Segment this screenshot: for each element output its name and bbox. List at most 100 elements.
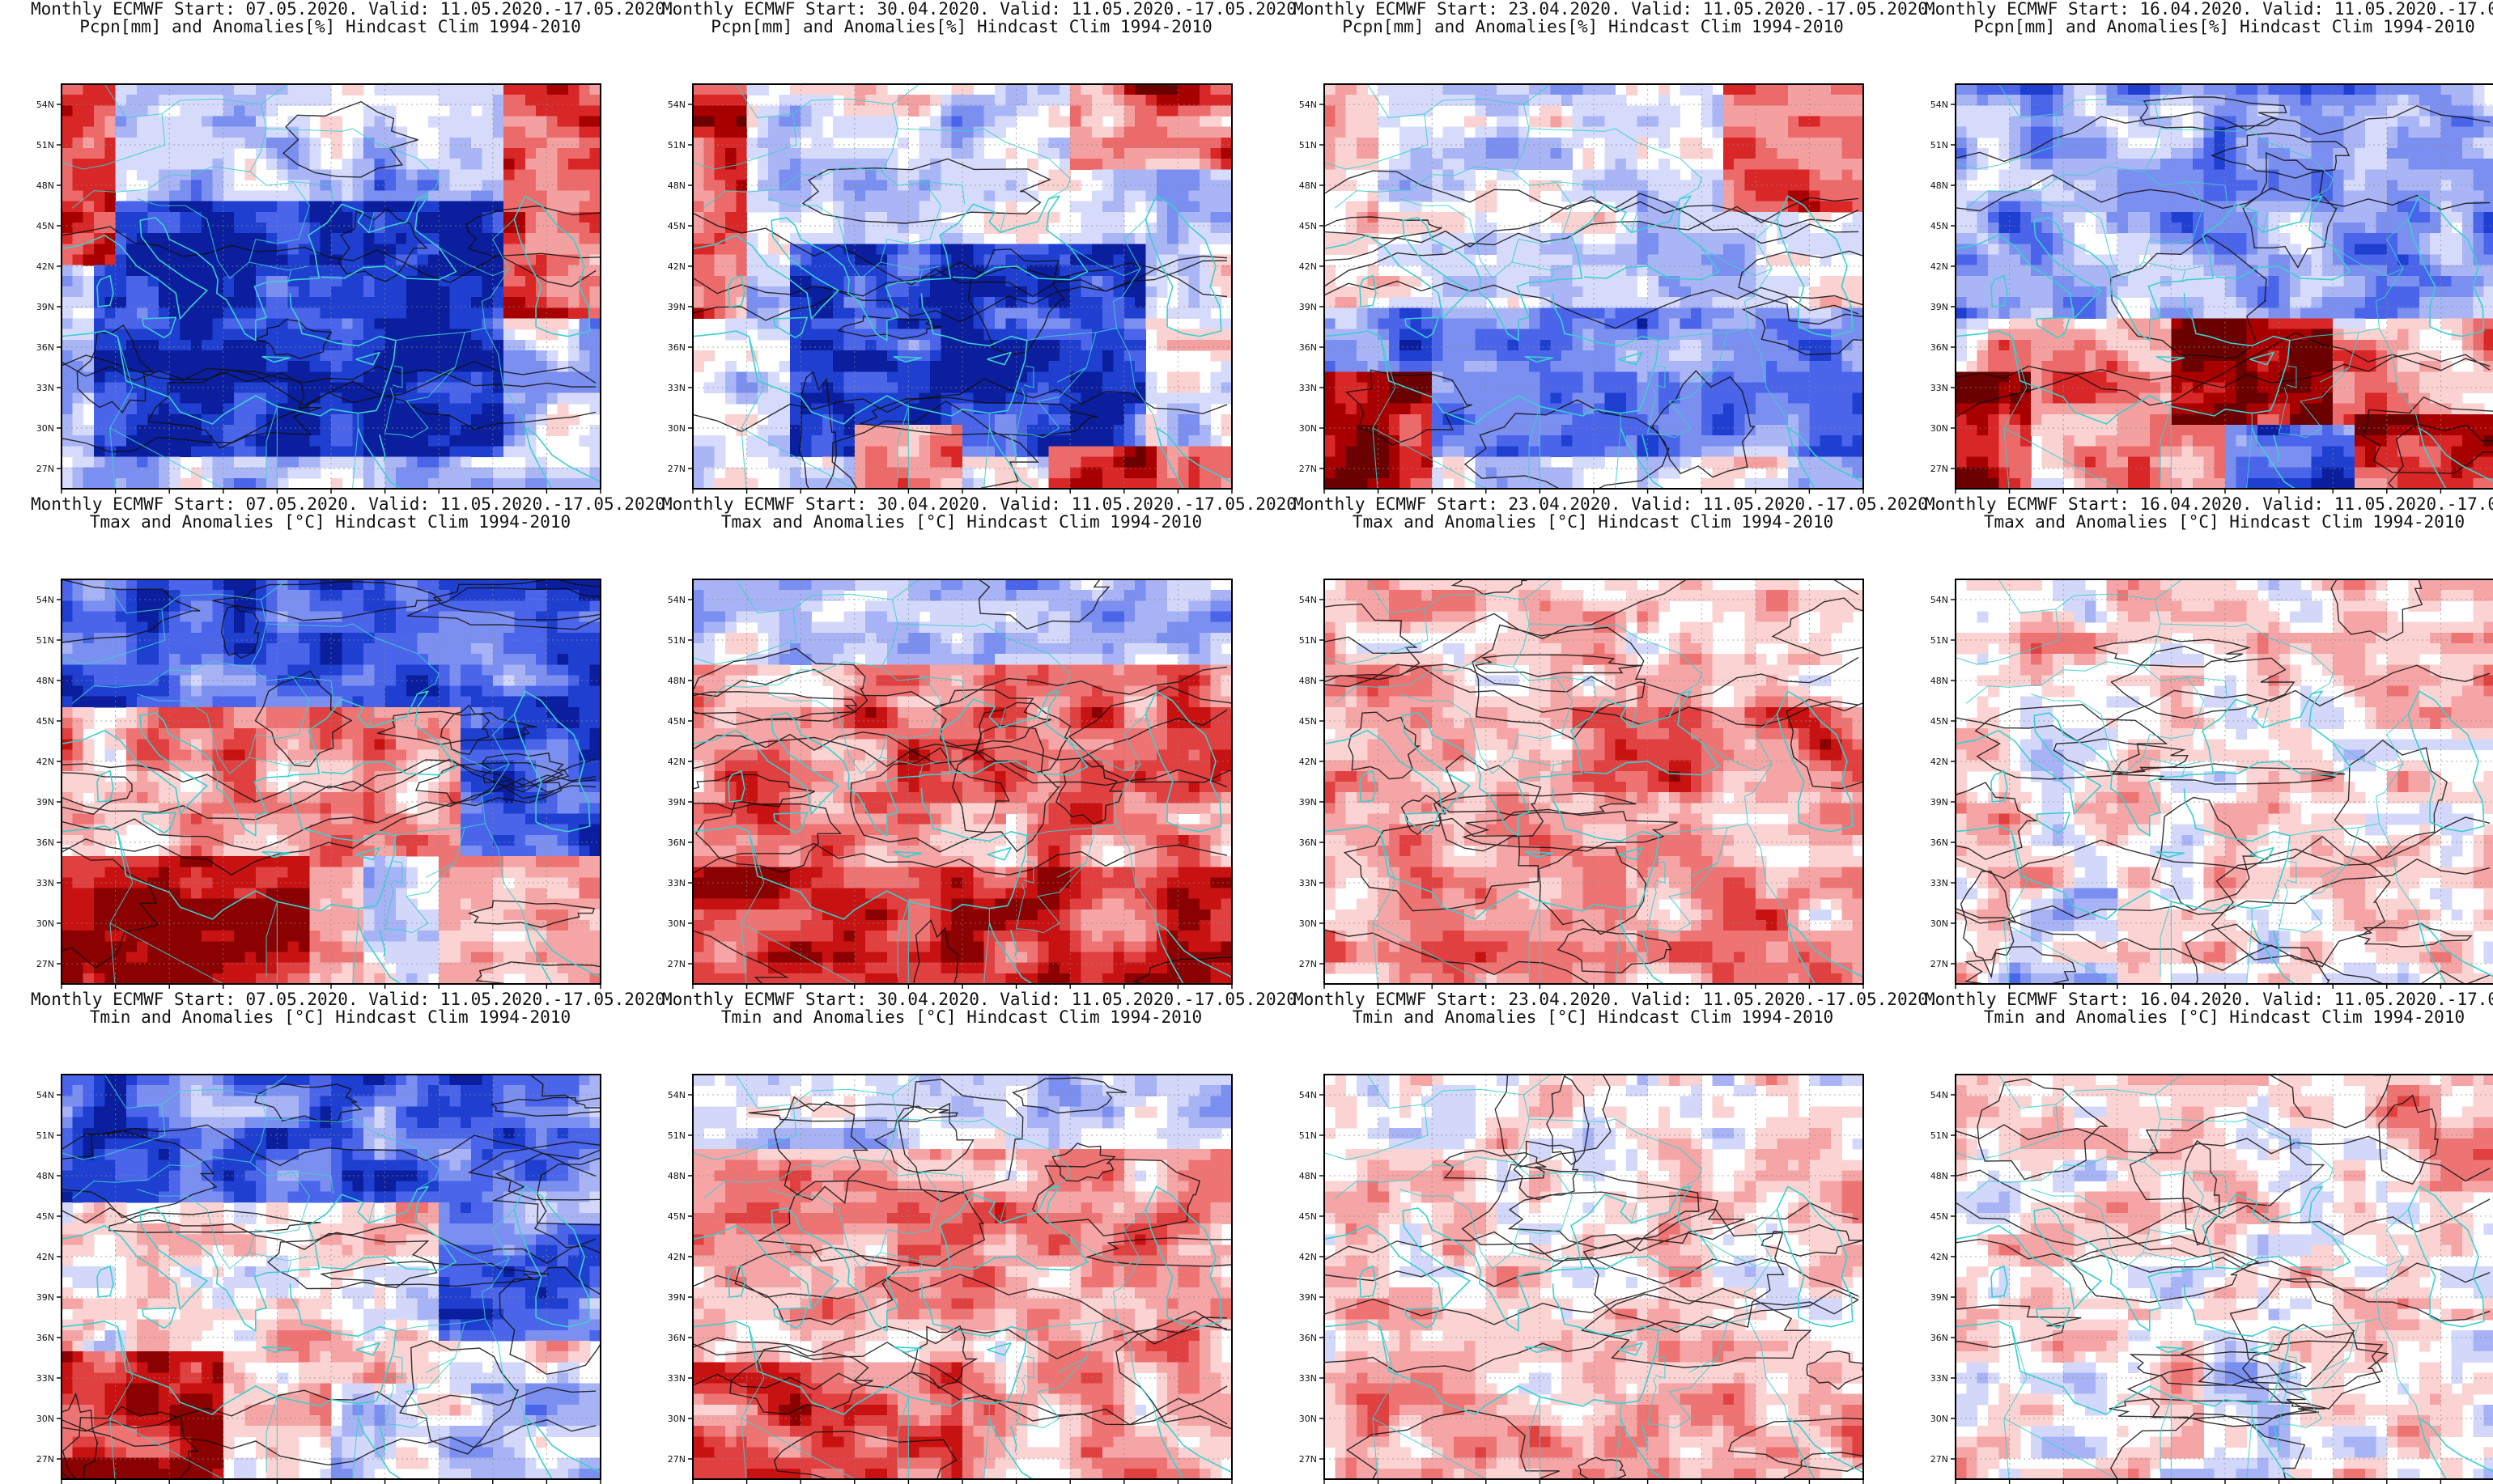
- map-panel-tmin-4: 54N51N48N45N42N39N36N33N30N27N5E10E15E20…: [1894, 1031, 2493, 1484]
- lat-tick-label: 36N: [1299, 1333, 1317, 1343]
- lat-tick-label: 36N: [1930, 342, 1948, 353]
- lat-tick-label: 42N: [1930, 1252, 1948, 1262]
- map-area: 54N51N48N45N42N39N36N33N30N27N5E10E15E20…: [1930, 84, 2493, 494]
- panel-title-line1: Monthly ECMWF Start: 07.05.2020. Valid: …: [31, 990, 630, 1008]
- lat-tick-label: 45N: [36, 716, 54, 727]
- lat-tick-label: 51N: [1299, 635, 1317, 646]
- map-panel-tmax-3: 54N51N48N45N42N39N36N33N30N27N5E10E15E20…: [1263, 536, 1878, 989]
- panel-title: Monthly ECMWF Start: 07.05.2020. Valid: …: [31, 990, 630, 1026]
- lat-tick-label: 27N: [36, 464, 54, 474]
- lat-tick-label: 42N: [36, 757, 54, 767]
- lat-tick-label: 54N: [1930, 595, 1948, 605]
- panel-title-line1: Monthly ECMWF Start: 23.04.2020. Valid: …: [1293, 990, 1892, 1008]
- lat-tick-label: 30N: [36, 918, 54, 929]
- panel-title-line2: Tmax and Anomalies [°C] Hindcast Clim 19…: [1293, 513, 1892, 531]
- lat-tick-label: 45N: [36, 1211, 54, 1222]
- panel-title: Monthly ECMWF Start: 30.04.2020. Valid: …: [662, 495, 1261, 531]
- lat-tick-label: 30N: [668, 1414, 686, 1424]
- panel-title-line2: Pcpn[mm] and Anomalies[%] Hindcast Clim …: [31, 18, 630, 36]
- map-area: 54N51N48N45N42N39N36N33N30N27N5E10E15E20…: [36, 84, 615, 494]
- lat-tick-label: 54N: [668, 1090, 686, 1100]
- panel-title-line1: Monthly ECMWF Start: 16.04.2020. Valid: …: [1925, 495, 2493, 513]
- lat-tick-label: 36N: [36, 837, 54, 848]
- lat-tick-label: 27N: [1930, 1454, 1948, 1465]
- lat-tick-label: 30N: [1299, 423, 1317, 434]
- lat-tick-label: 51N: [36, 140, 54, 151]
- lat-tick-label: 48N: [36, 1171, 54, 1181]
- lat-tick-label: 33N: [1930, 878, 1948, 888]
- map-panel-pcpn-3: 54N51N48N45N42N39N36N33N30N27N5E10E15E20…: [1263, 40, 1878, 494]
- lat-tick-label: 36N: [668, 1333, 686, 1343]
- lat-tick-label: 27N: [668, 464, 686, 474]
- lat-tick-label: 48N: [1299, 676, 1317, 686]
- map-panel-tmax-4: 54N51N48N45N42N39N36N33N30N27N5E10E15E20…: [1894, 536, 2493, 989]
- lat-tick-label: 39N: [1930, 1292, 1948, 1303]
- lat-tick-label: 30N: [1299, 1414, 1317, 1424]
- panel-title-line1: Monthly ECMWF Start: 07.05.2020. Valid: …: [31, 0, 630, 18]
- lat-tick-label: 42N: [36, 261, 54, 272]
- lat-tick-label: 42N: [668, 1252, 686, 1262]
- lat-tick-label: 33N: [1930, 383, 1948, 393]
- panel-title-line2: Tmin and Anomalies [°C] Hindcast Clim 19…: [662, 1008, 1261, 1026]
- lat-tick-label: 30N: [1299, 918, 1317, 929]
- lat-tick-label: 45N: [1299, 716, 1317, 727]
- panel-title-line1: Monthly ECMWF Start: 16.04.2020. Valid: …: [1925, 990, 2493, 1008]
- panel-title: Monthly ECMWF Start: 23.04.2020. Valid: …: [1293, 495, 1892, 531]
- map-area: 54N51N48N45N42N39N36N33N30N27N5E10E15E20…: [668, 84, 1241, 494]
- lat-tick-label: 54N: [1930, 1090, 1948, 1100]
- panel-title: Monthly ECMWF Start: 07.05.2020. Valid: …: [31, 0, 630, 36]
- lat-tick-label: 39N: [1930, 302, 1948, 312]
- lat-tick-label: 54N: [668, 100, 686, 110]
- panel-title: Monthly ECMWF Start: 23.04.2020. Valid: …: [1293, 0, 1892, 36]
- lat-tick-label: 48N: [1299, 1171, 1317, 1181]
- map-area: 54N51N48N45N42N39N36N33N30N27N5E10E15E20…: [1894, 1031, 2493, 1484]
- lat-tick-label: 42N: [1930, 261, 1948, 272]
- panel-title: Monthly ECMWF Start: 07.05.2020. Valid: …: [31, 495, 630, 531]
- lat-tick-label: 51N: [668, 140, 686, 151]
- lat-tick-label: 42N: [36, 1252, 54, 1262]
- panel-title-line2: Pcpn[mm] and Anomalies[%] Hindcast Clim …: [662, 18, 1261, 36]
- lat-tick-label: 30N: [36, 423, 54, 434]
- lat-tick-label: 45N: [1299, 1211, 1317, 1222]
- panel-title-line1: Monthly ECMWF Start: 07.05.2020. Valid: …: [31, 495, 630, 513]
- lat-tick-label: 33N: [668, 383, 686, 393]
- lat-tick-label: 54N: [36, 100, 54, 110]
- lat-tick-label: 54N: [1930, 100, 1948, 110]
- lat-tick-label: 27N: [668, 1454, 686, 1465]
- panel-title-line2: Pcpn[mm] and Anomalies[%] Hindcast Clim …: [1925, 18, 2493, 36]
- map-area: 54N51N48N45N42N39N36N33N30N27N5E10E15E20…: [1299, 1049, 1878, 1484]
- map-area: 54N51N48N45N42N39N36N33N30N27N5E10E15E20…: [1916, 544, 2493, 989]
- lat-tick-label: 45N: [1930, 716, 1948, 727]
- lat-tick-label: 51N: [1930, 635, 1948, 646]
- lat-tick-label: 33N: [1930, 1373, 1948, 1384]
- lat-tick-label: 36N: [1299, 837, 1317, 848]
- anomaly-field: [62, 579, 601, 985]
- lat-tick-label: 33N: [1299, 383, 1317, 393]
- panel-title: Monthly ECMWF Start: 30.04.2020. Valid: …: [662, 0, 1261, 36]
- map-panel-tmin-3: 54N51N48N45N42N39N36N33N30N27N5E10E15E20…: [1263, 1031, 1878, 1484]
- lat-tick-label: 39N: [36, 1292, 54, 1303]
- lat-tick-label: 39N: [1299, 1292, 1317, 1303]
- panel-title-line2: Tmin and Anomalies [°C] Hindcast Clim 19…: [31, 1008, 630, 1026]
- lat-tick-label: 39N: [36, 797, 54, 808]
- lat-tick-label: 48N: [1930, 1171, 1948, 1181]
- panel-title-line2: Tmax and Anomalies [°C] Hindcast Clim 19…: [1925, 513, 2493, 531]
- lat-tick-label: 45N: [668, 221, 686, 231]
- lat-tick-label: 36N: [1299, 342, 1317, 353]
- lat-tick-label: 39N: [1299, 302, 1317, 312]
- lat-tick-label: 39N: [36, 302, 54, 312]
- map-panel-tmin-1: 54N51N48N45N42N39N36N33N30N27N5E10E15E20…: [0, 1031, 615, 1484]
- panel-title-line2: Pcpn[mm] and Anomalies[%] Hindcast Clim …: [1293, 18, 1892, 36]
- lat-tick-label: 33N: [668, 878, 686, 888]
- map-panel-pcpn-2: 54N51N48N45N42N39N36N33N30N27N5E10E15E20…: [631, 40, 1246, 494]
- lat-tick-label: 27N: [36, 1454, 54, 1465]
- lat-tick-label: 45N: [1299, 221, 1317, 231]
- lat-tick-label: 30N: [1930, 918, 1948, 929]
- lat-tick-label: 51N: [668, 635, 686, 646]
- lat-tick-label: 51N: [1930, 140, 1948, 151]
- panel-title-line2: Tmax and Anomalies [°C] Hindcast Clim 19…: [31, 513, 630, 531]
- panel-title: Monthly ECMWF Start: 30.04.2020. Valid: …: [662, 990, 1261, 1026]
- lat-tick-label: 27N: [1930, 959, 1948, 969]
- lat-tick-label: 54N: [1299, 595, 1317, 605]
